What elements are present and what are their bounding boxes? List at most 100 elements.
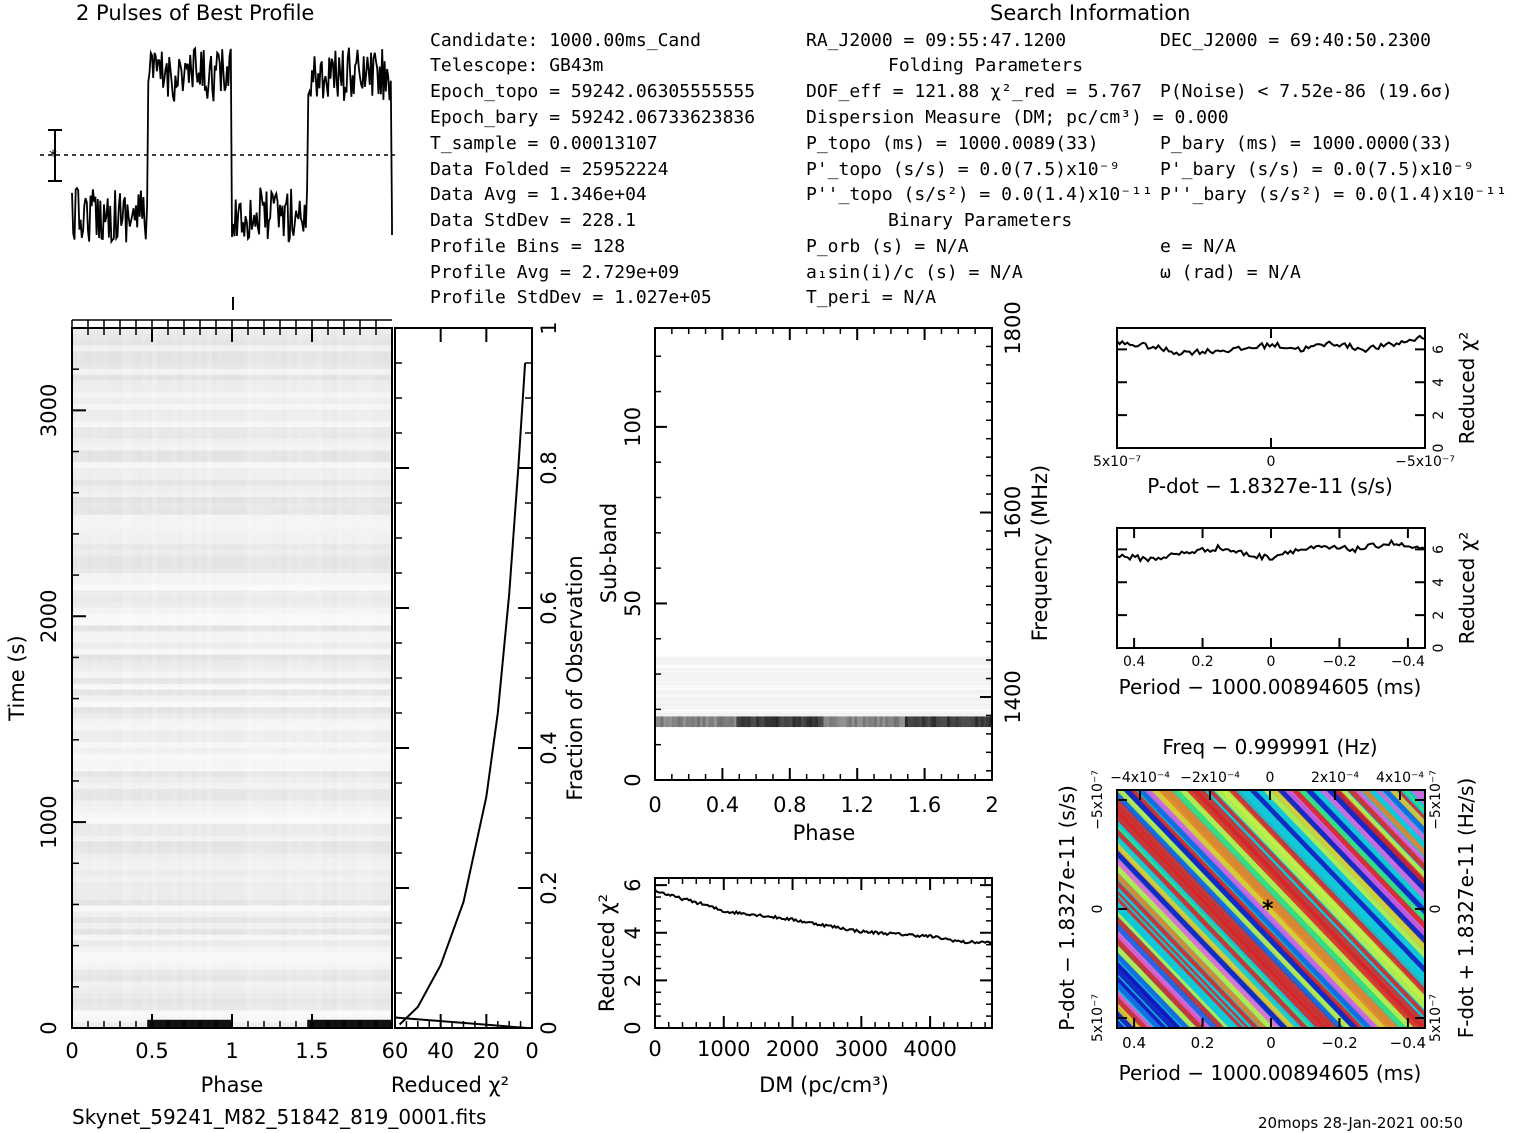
subband-noise-row — [655, 677, 992, 680]
subband-dark-cell — [879, 716, 883, 728]
pp-stripe — [1290, 790, 1425, 930]
time-phase-col — [157, 328, 162, 1028]
subband-y2tick-label: 1800 — [1001, 301, 1025, 354]
time-phase-col — [237, 328, 242, 1028]
subband-xtick-label: 1.6 — [908, 793, 941, 817]
time-phase-row — [72, 479, 392, 486]
time-phase-row — [72, 520, 392, 527]
subband-dark-cell — [680, 716, 684, 728]
subband-noise-row — [655, 656, 992, 659]
time-phase-col — [387, 328, 392, 1028]
time-phase-row — [72, 456, 392, 463]
subband-dark-cell — [949, 716, 954, 728]
subband-xtick-label: 0.8 — [773, 793, 806, 817]
period-xlabel: Period − 1000.00894605 (ms) — [1119, 675, 1422, 699]
time-phase-row — [72, 987, 392, 994]
time-phase-xtick-label: 1.5 — [295, 1039, 328, 1063]
subband-dark-cell — [848, 716, 853, 728]
time-phase-col — [162, 328, 167, 1028]
pp-stripe — [1297, 790, 1425, 923]
pp-stripe — [1502, 740, 1517, 1133]
time-phase-row — [72, 952, 392, 959]
period-xtick-label: 0.2 — [1191, 654, 1213, 670]
chi2-time-ytick-label: 0 — [537, 1021, 561, 1034]
time-phase-row — [72, 415, 392, 422]
dm-ytick-label: 6 — [621, 878, 645, 891]
subband-dark-cell — [744, 716, 749, 728]
time-phase-col — [292, 328, 297, 1028]
pp-stripe — [1269, 790, 1425, 952]
subband-noise-row — [655, 705, 992, 709]
period-xtick-label: −0.2 — [1322, 654, 1356, 670]
time-phase-row — [72, 613, 392, 621]
time-phase-row — [72, 485, 392, 492]
subband-dark-cell — [972, 716, 976, 728]
pp-ytick-label: 5x10⁻⁷ — [1090, 994, 1106, 1042]
time-phase-row — [72, 975, 392, 982]
subband-noise-row — [655, 689, 992, 693]
subband-dark-cell — [669, 716, 673, 728]
time-phase-row — [72, 643, 392, 650]
time-phase-row — [72, 339, 392, 346]
pp-stripe — [1509, 740, 1517, 1133]
dm-ylabel: Reduced χ² — [595, 894, 619, 1012]
subband-dark-cell — [983, 716, 987, 728]
subband-dark-cell — [840, 716, 844, 728]
time-phase-row — [72, 532, 392, 539]
subband-dark-cell — [660, 716, 664, 728]
period-ytick-label: 6 — [1431, 545, 1447, 554]
time-phase-col — [377, 328, 382, 1028]
time-phase-ytick-label: 1000 — [37, 795, 61, 848]
time-phase-col — [102, 328, 107, 1028]
pp-stripe — [1117, 960, 1182, 1028]
pp-stripe — [1241, 790, 1425, 981]
info-right: DEC_J2000 = 69:40:50.2300 P(Noise) < 7.52… — [1160, 30, 1507, 283]
time-phase-col — [342, 328, 347, 1028]
time-phase-row — [72, 392, 392, 399]
pp-stripe — [1304, 790, 1425, 916]
subband-noise-row — [655, 711, 992, 714]
time-phase-row — [72, 701, 392, 708]
pp-xtick-label: 0.2 — [1191, 1034, 1215, 1052]
time-phase-row — [72, 742, 392, 749]
subband-dark-cell — [778, 716, 782, 728]
pp-stripe — [1488, 740, 1517, 1133]
subband-dark-cell — [829, 716, 833, 728]
time-phase-col — [72, 328, 77, 1028]
subband-noise-row — [655, 663, 992, 666]
subband-dark-cell — [941, 716, 945, 728]
subband-dark-cell — [913, 716, 917, 728]
subband-dark-cell — [730, 716, 735, 728]
info-mid-line-5: P'_topo (s/s) = 0.0(7.5)x10⁻⁹ — [806, 159, 1120, 180]
subband-dark-cell — [739, 716, 743, 728]
subband-dark-cell — [674, 716, 678, 728]
pp-stripe — [1283, 790, 1425, 938]
subband-dark-cell — [750, 716, 754, 728]
pp-y2tick-label: 5x10⁻⁷ — [1428, 994, 1444, 1042]
time-phase-col — [282, 328, 287, 1028]
subband-dark-cell — [860, 716, 864, 728]
subband-ytick-label: 0 — [621, 773, 645, 786]
pp-stripe — [1117, 824, 1313, 1028]
pp-stripe — [1311, 790, 1425, 908]
chi2-time-ytick-label: 0.4 — [537, 731, 561, 764]
time-phase-row — [72, 707, 392, 714]
profile-title: 2 Pulses of Best Profile — [76, 1, 314, 25]
time-phase-col — [147, 328, 152, 1028]
time-phase-row — [72, 508, 392, 516]
time-phase-row — [72, 619, 392, 626]
time-phase-row — [72, 958, 392, 965]
time-phase-row — [72, 438, 392, 446]
pp-stripe — [1276, 790, 1425, 945]
time-phase-col — [197, 328, 202, 1028]
time-phase-row — [72, 608, 392, 615]
subband-ytick-label: 50 — [621, 590, 645, 617]
info-mid-line-0: RA_J2000 = 09:55:47.1200 — [806, 30, 1066, 51]
time-phase-row — [72, 351, 392, 358]
subband-dark-cell — [775, 716, 780, 728]
subband-dark-cell — [938, 716, 942, 728]
subband-dark-cell — [702, 716, 707, 728]
time-phase-row — [72, 818, 392, 825]
time-phase-plot: 0 0.5 1 1.5 0 1000 2000 3000 Phase Time (s) — [5, 319, 393, 1097]
subband-noise-row — [655, 697, 992, 700]
